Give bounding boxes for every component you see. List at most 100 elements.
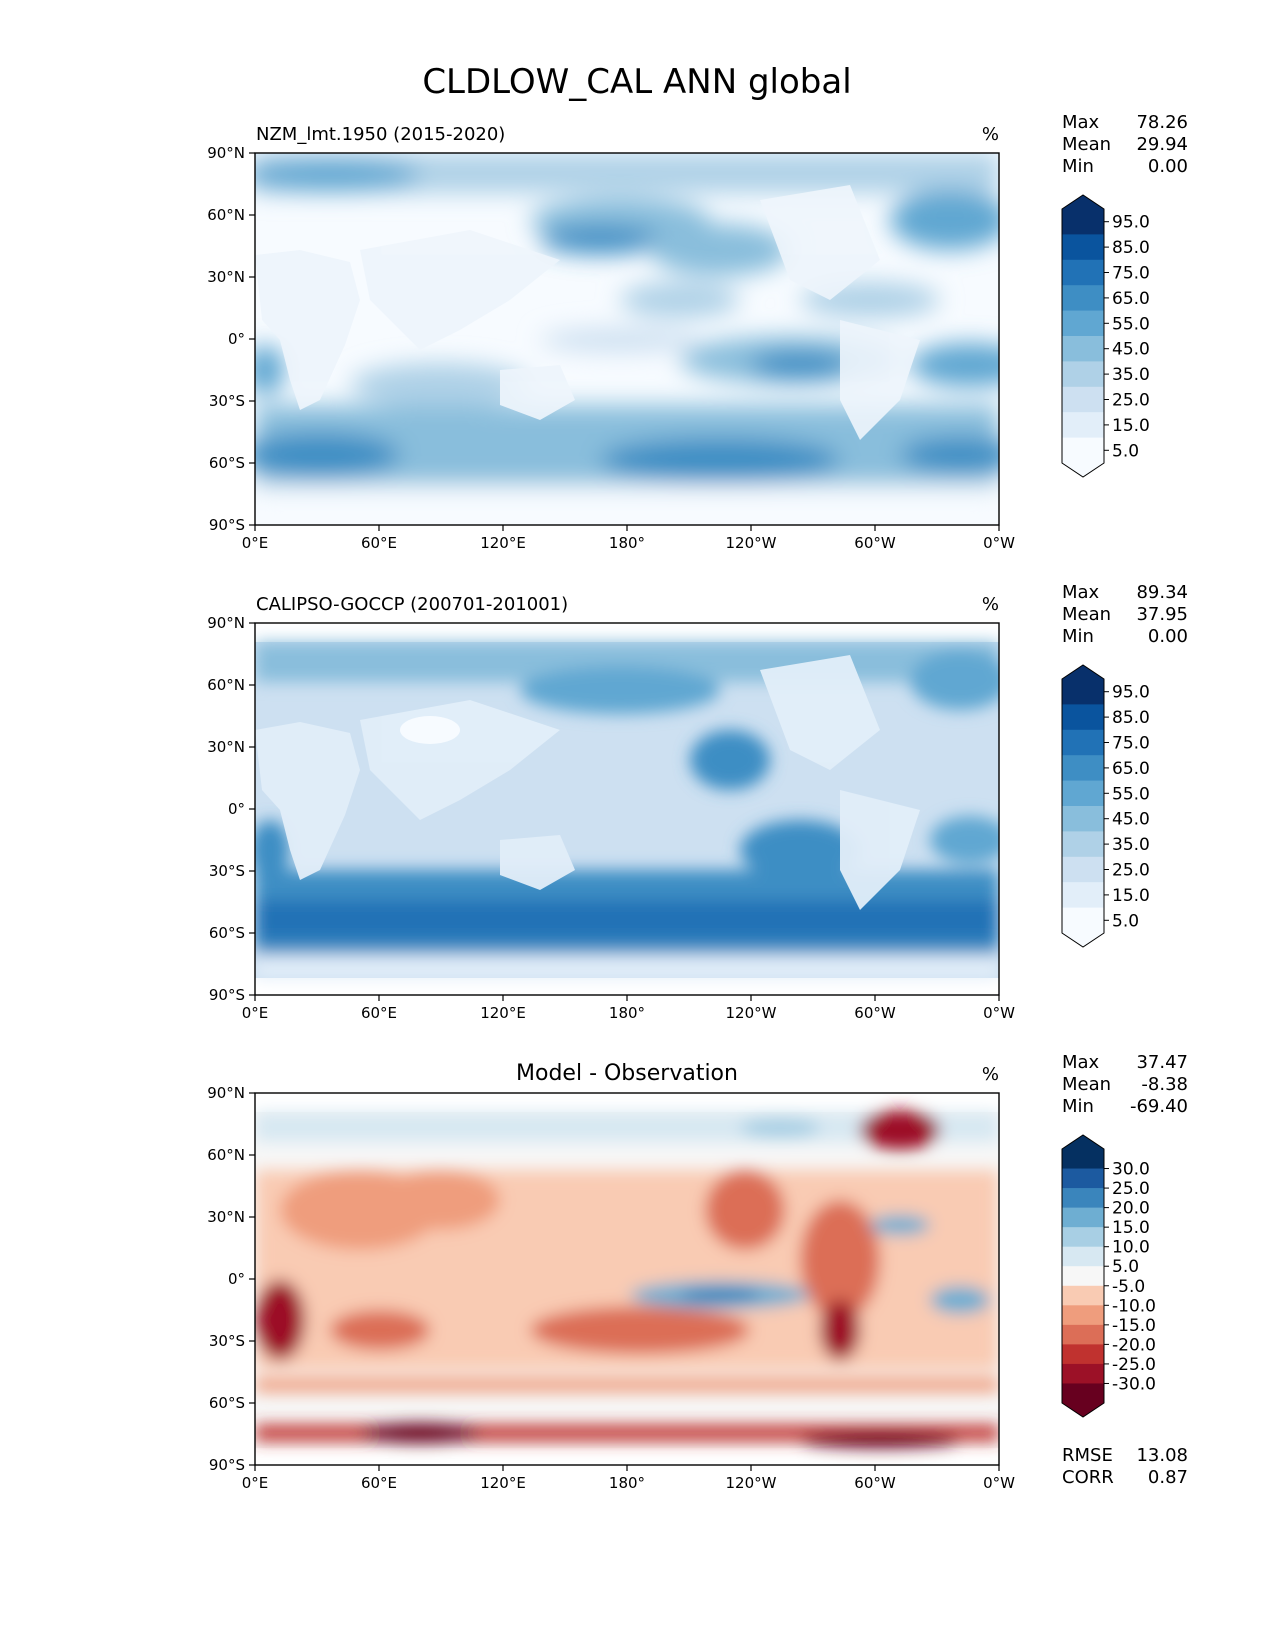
stat-label: Max [1062,1052,1100,1073]
panel-observation: CALIPSO-GOCCP (200701-201001) % [254,594,1000,996]
colorbar-segment [1062,1168,1104,1189]
colorbar-segment [1062,234,1104,261]
colorbar-extend-min [1062,1403,1104,1417]
lat-tick-label: 90°N [207,144,245,162]
stat-label: Max [1062,112,1100,133]
lon-tick-label: 120°E [480,534,526,552]
colorbar-outline [1061,1134,1105,1418]
stat-label: Mean [1062,604,1111,625]
lat-tick-label: 30°N [207,738,245,756]
colorbar-tick-label: 15.0 [1112,1218,1150,1238]
lon-tick-label: 0°W [983,1004,1015,1022]
colorbar-segment [1062,1207,1104,1228]
map-field-model [255,153,999,525]
stat-value: 29.94 [1136,134,1188,155]
colorbar-segment [1062,1188,1104,1209]
colorbar-segment [1062,856,1104,883]
colorbar-tick-label: 5.0 [1112,441,1139,461]
colorbar-tick-label: 65.0 [1112,289,1150,309]
colorbar-tick-label: 15.0 [1112,416,1150,436]
colorbar-tick-label: 45.0 [1112,340,1150,360]
panel-units: % [982,1064,999,1085]
lat-tick-label: 30°S [209,1332,245,1350]
lon-tick-label: 120°W [726,534,777,552]
colorbar-tick-label: 85.0 [1112,708,1150,728]
lon-tick-label: 120°E [480,1474,526,1492]
colorbar-segment [1062,386,1104,413]
colorbar-segment [1062,806,1104,832]
figure-title: CLDLOW_CAL ANN global [422,62,851,102]
colorbar-segment [1062,1383,1104,1404]
colorbar-segment [1062,1227,1104,1248]
stat-value: 89.34 [1136,582,1188,603]
colorbar-segment [1062,755,1104,782]
lon-tick-label: 120°W [726,1474,777,1492]
colorbar-segment [1062,704,1104,731]
stat-label: Min [1062,156,1094,177]
colorbar-segment [1062,882,1104,909]
colorbar-tick-label: 55.0 [1112,314,1150,334]
stat-value: 0.00 [1148,626,1188,647]
stat-label: Max [1062,582,1100,603]
colorbar-tick-label: -30.0 [1112,1374,1156,1394]
colorbar-segment [1062,285,1104,312]
lat-tick-label: 60°S [209,1394,245,1412]
colorbar-tick-label: 85.0 [1112,238,1150,258]
colorbar-tick-label: -20.0 [1112,1335,1156,1355]
colorbar-segment [1062,1344,1104,1365]
colorbar-segment [1062,1266,1104,1287]
stat-value: 37.47 [1136,1052,1188,1073]
colorbar-segment [1062,1149,1104,1170]
colorbar-tick-label: -15.0 [1112,1316,1156,1336]
footer-stat-label: CORR [1062,1467,1114,1488]
colorbar-segment [1062,1305,1104,1326]
lon-tick-label: 60°W [854,1004,896,1022]
lon-tick-label: 60°E [361,534,397,552]
colorbar-segment [1062,259,1104,286]
colorbar-extend-min [1062,463,1104,477]
stat-label: Mean [1062,134,1111,155]
colorbar-segment [1062,907,1104,934]
colorbar-tick-label: 25.0 [1112,1179,1150,1199]
lat-tick-label: 90°N [207,614,245,632]
lon-tick-label: 0°W [983,534,1015,552]
lon-tick-label: 120°W [726,1004,777,1022]
colorbar-tick-label: 5.0 [1112,911,1139,931]
colorbar-tick-label: 25.0 [1112,391,1150,411]
colorbar-tick-label: 25.0 [1112,861,1150,881]
stat-value: 78.26 [1136,112,1188,133]
colorbar-segment [1062,209,1104,235]
colorbar-tick-label: 75.0 [1112,264,1150,284]
footer-stat-value: 0.87 [1148,1467,1188,1488]
colorbar-segment [1062,412,1104,439]
lon-tick-label: 60°E [361,1474,397,1492]
footer-stat-value: 13.08 [1136,1445,1188,1466]
colorbar-extend-max [1062,195,1104,209]
stat-value: -69.40 [1130,1096,1188,1117]
colorbar-extend-max [1062,1135,1104,1149]
lat-tick-label: 0° [228,1270,245,1288]
colorbar-tick-label: 15.0 [1112,886,1150,906]
colorbar-segment [1062,1285,1104,1306]
panel-title-center: Model - Observation [516,1061,738,1086]
colorbar-tick-label: 20.0 [1112,1199,1150,1219]
colorbar-segment [1062,679,1104,705]
colorbar-tick-label: 35.0 [1112,365,1150,385]
colorbars: Max 78.26 Mean 29.94 Min 0.00 95.0 85.0 75.0 65.0… [1061,112,1188,1488]
footer-stat-label: RMSE [1062,1445,1113,1466]
lon-tick-label: 0°E [242,1474,269,1492]
colorbar-segment [1062,1324,1104,1345]
colorbar-segment [1062,361,1104,388]
colorbar-segment [1062,437,1104,464]
colorbar-tick-label: 45.0 [1112,810,1150,830]
lat-tick-label: 90°S [209,986,245,1004]
map-field-difference [255,1093,999,1465]
colorbar-tick-label: 65.0 [1112,759,1150,779]
colorbar-segment [1062,336,1104,362]
lat-tick-label: 0° [228,330,245,348]
colorbar-tick-label: 95.0 [1112,213,1150,233]
colorbar-segment [1062,831,1104,858]
panel-title-left: CALIPSO-GOCCP (200701-201001) [256,594,568,615]
stat-label: Min [1062,1096,1094,1117]
lon-tick-label: 60°E [361,1004,397,1022]
